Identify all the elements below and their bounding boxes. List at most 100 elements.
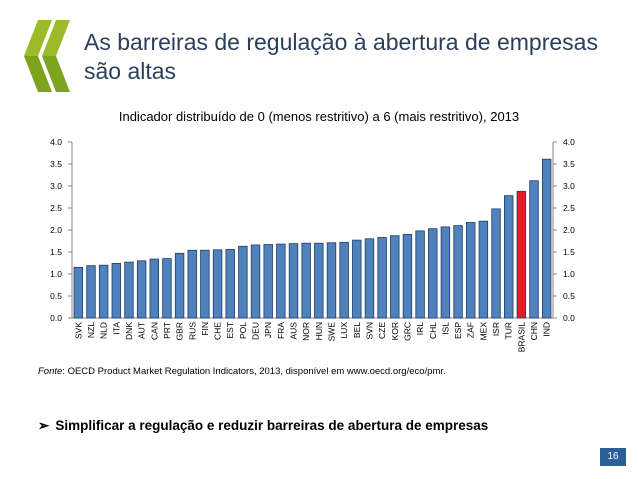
bar: [276, 243, 286, 319]
bullet-text: Simplificar a regulação e reduzir barrei…: [55, 418, 489, 433]
x-tick-label: AUT: [137, 322, 147, 339]
x-tick-label: MEX: [478, 322, 488, 341]
y-tick-label-right: 3.0: [563, 181, 575, 191]
x-tick-label: BEL: [352, 322, 362, 338]
bar: [415, 230, 425, 319]
bar: [453, 225, 463, 319]
x-tick-label: ISL: [440, 322, 450, 335]
bar: [238, 245, 248, 319]
bar: [402, 234, 413, 319]
bar: [364, 238, 375, 319]
bar: [314, 242, 324, 319]
x-tick-label: FIN: [200, 322, 210, 336]
x-tick-label: NZL: [86, 322, 96, 338]
bar: [212, 249, 223, 319]
bar: [326, 242, 337, 319]
bar: [529, 180, 539, 319]
y-tick-label-right: 2.5: [563, 203, 575, 213]
x-tick-label: EST: [225, 322, 235, 339]
bar: [162, 258, 172, 319]
page-number: 16: [600, 448, 626, 466]
x-tick-label: TUR: [504, 322, 514, 339]
x-tick-label: ZAF: [466, 322, 476, 338]
bar: [149, 258, 159, 319]
x-tick-label: HUN: [314, 322, 324, 340]
source-text: : OECD Product Market Regulation Indicat…: [62, 366, 446, 377]
y-tick-label-left: 1.5: [50, 247, 62, 257]
x-tick-label: DNK: [124, 322, 134, 340]
x-tick-label: LUX: [339, 322, 349, 339]
x-tick-label: JPN: [263, 322, 273, 338]
bar: [86, 265, 96, 319]
x-tick-label: CHN: [529, 322, 539, 340]
bullet-point: ➢ Simplificar a regulação e reduzir barre…: [38, 418, 488, 434]
bar: [516, 190, 527, 319]
bar: [225, 248, 235, 319]
source-label: Fonte: [38, 366, 63, 377]
y-tick-label-right: 1.5: [563, 247, 575, 257]
bar: [440, 226, 451, 319]
bar-chart: 0.0 0.0 0.5 0.5 1.0 1.0 1.5 1.5 2.0 2.0 2.5 2.5 3.0 3…: [50, 137, 575, 353]
y-tick-label-left: 2.0: [50, 225, 62, 235]
x-tick-label: IRL: [415, 322, 425, 336]
y-tick-label-left: 2.5: [50, 203, 62, 213]
slide-title: As barreiras de regulação à abertura de …: [84, 29, 598, 84]
bar: [339, 241, 349, 319]
bar: [200, 249, 210, 319]
bar: [541, 158, 552, 319]
bar: [478, 220, 489, 319]
x-tick-label: AUS: [289, 322, 299, 340]
x-tick-label: CAN: [149, 322, 159, 340]
x-tick-label: RUS: [187, 322, 197, 340]
y-tick-label-left: 3.5: [50, 159, 62, 169]
y-tick-label-right: 4.0: [563, 137, 575, 147]
x-tick-label: GRC: [402, 322, 412, 341]
x-tick-label: DEU: [251, 322, 261, 340]
x-tick-label: ITA: [111, 322, 121, 335]
bar: [124, 261, 134, 319]
y-tick-label-right: 2.0: [563, 225, 575, 235]
y-tick-label-left: 0.5: [50, 291, 62, 301]
bar: [503, 195, 514, 319]
bar: [187, 249, 197, 319]
x-tick-label: SVN: [364, 322, 374, 339]
x-tick-label: IND: [542, 322, 552, 337]
x-tick-label: NLD: [99, 322, 109, 339]
x-tick-label: CZE: [377, 322, 387, 339]
x-tick-label: ESP: [453, 322, 463, 339]
y-tick-label-left: 3.0: [50, 181, 62, 191]
x-tick-label: POL: [238, 322, 248, 339]
x-tick-label: ISR: [491, 322, 501, 336]
bar: [352, 239, 362, 319]
x-tick-label: PRT: [162, 322, 172, 339]
x-tick-label: NOR: [301, 322, 311, 341]
x-tick-label: KOR: [390, 322, 400, 340]
chart-title: Indicador distribuído de 0 (menos restri…: [118, 109, 520, 124]
bar: [263, 244, 273, 319]
y-tick-label-left: 0.0: [50, 313, 62, 323]
y-tick-label-left: 1.0: [50, 269, 62, 279]
bar: [288, 243, 299, 319]
x-tick-label: SVK: [73, 322, 83, 339]
arrow-bullet-icon: ➢: [38, 418, 50, 433]
x-tick-label: GBR: [175, 322, 185, 340]
bar: [73, 266, 84, 319]
x-tick-label: FRA: [276, 322, 286, 339]
bar: [98, 264, 109, 319]
x-tick-label: CHE: [213, 322, 223, 340]
y-tick-label-right: 3.5: [563, 159, 575, 169]
bar: [377, 237, 387, 319]
bar: [136, 260, 147, 319]
x-tick-label: BRASIL: [516, 322, 526, 353]
y-tick-label-right: 1.0: [563, 269, 575, 279]
bar: [428, 228, 438, 319]
oecd-logo-icon: [24, 20, 70, 92]
x-tick-label: SWE: [326, 322, 336, 342]
bar: [301, 242, 311, 319]
bar: [390, 235, 400, 319]
bar: [250, 244, 261, 319]
y-tick-label-left: 4.0: [50, 137, 62, 147]
y-tick-label-right: 0.0: [563, 313, 575, 323]
source-note: Fonte: OECD Product Market Regulation In…: [38, 366, 446, 377]
bar: [111, 263, 122, 319]
